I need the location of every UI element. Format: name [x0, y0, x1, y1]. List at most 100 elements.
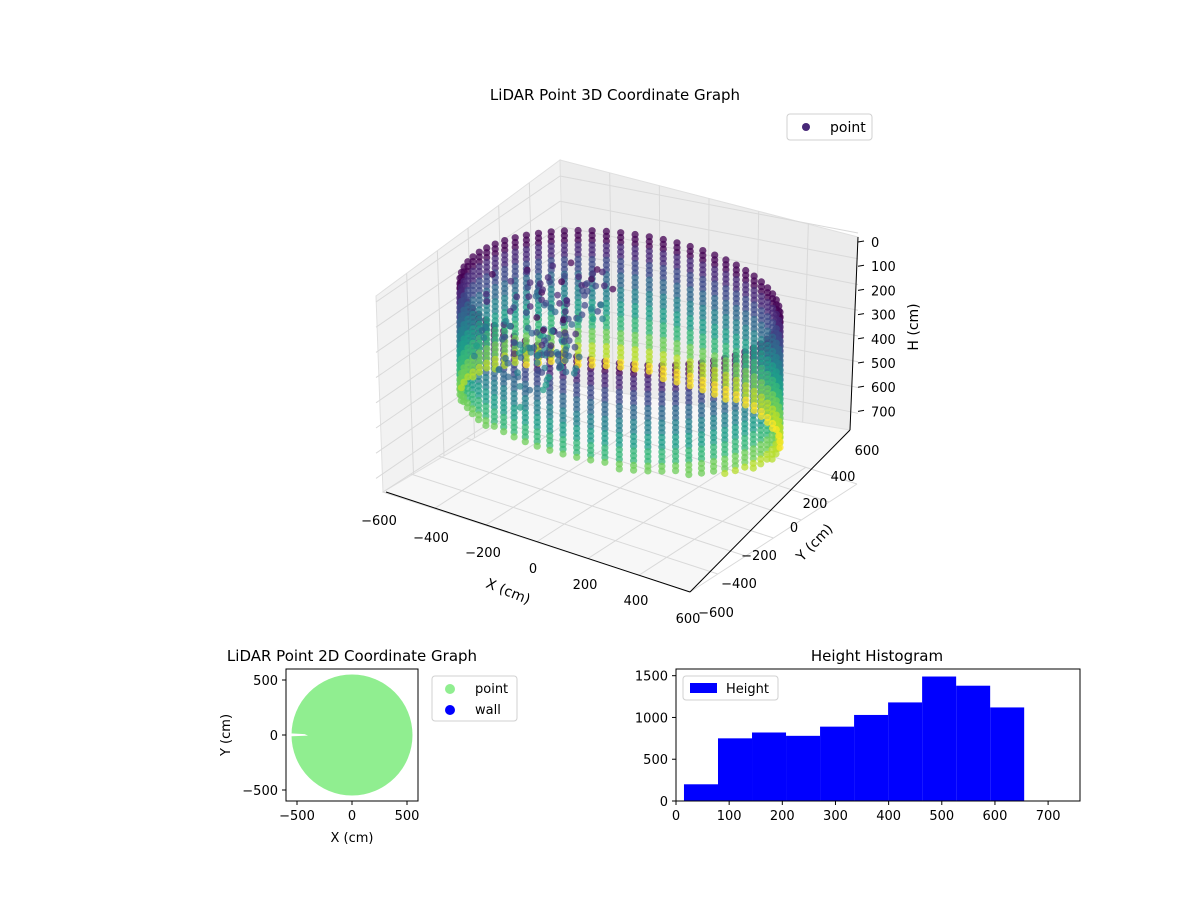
point-marker	[469, 373, 477, 381]
point-marker	[540, 326, 547, 334]
point-marker	[457, 396, 465, 404]
y-tick-label: 200	[803, 497, 828, 512]
chart-hist: Height Histogram 0 100 200 300 400 500 600 7000…	[635, 647, 1081, 824]
point-marker	[601, 282, 608, 290]
y-tick-label: 1000	[635, 711, 668, 726]
point-marker	[514, 369, 521, 376]
point-marker	[741, 463, 749, 471]
point-marker	[710, 467, 718, 475]
point-marker	[473, 342, 480, 350]
point-marker	[542, 299, 550, 307]
point-marker	[464, 373, 472, 381]
point-marker	[581, 301, 589, 309]
x-tick-label: 400	[624, 594, 649, 609]
point-marker	[513, 293, 521, 301]
point-marker	[523, 309, 530, 316]
x-tick-label: −400	[413, 531, 449, 546]
point-marker	[543, 350, 551, 357]
point-marker	[559, 450, 567, 458]
point-marker	[482, 290, 490, 298]
legend-marker-wall	[445, 705, 455, 715]
point-marker	[526, 386, 534, 394]
point-marker	[699, 386, 707, 394]
grid-line	[559, 276, 859, 337]
grid-line	[410, 473, 718, 575]
point-marker	[772, 450, 780, 458]
point-marker	[587, 305, 595, 313]
point-marker	[495, 365, 503, 373]
hist-bar	[956, 685, 991, 801]
point-marker	[468, 410, 476, 418]
point-marker	[588, 361, 596, 369]
point-marker	[567, 259, 575, 267]
point-marker	[532, 292, 540, 300]
hist-bar	[683, 784, 718, 801]
legend-marker-point	[802, 123, 810, 131]
z-tick-label: 400	[871, 333, 896, 348]
chart-hist-bars	[683, 676, 1025, 801]
z-tick	[857, 385, 865, 388]
chart-3d: LiDAR Point 3D Coordinate Graph −600 −400…	[361, 86, 922, 627]
x-tick-label: 600	[983, 809, 1008, 824]
point-marker	[732, 395, 740, 404]
x-tick-label: 300	[823, 809, 848, 824]
chart-2d-xlabel: X (cm)	[331, 831, 374, 846]
hist-bar	[820, 726, 855, 801]
point-marker	[457, 384, 465, 392]
hist-bar	[752, 732, 787, 801]
point-marker	[547, 357, 555, 365]
point-marker	[533, 359, 541, 367]
legend-marker-point	[445, 684, 455, 694]
point-marker	[615, 465, 623, 473]
point-marker	[533, 442, 541, 450]
point-marker	[546, 446, 554, 454]
legend-label-point: point	[830, 120, 866, 136]
y-tick-label: 0	[270, 729, 278, 744]
x-tick-label: 0	[672, 809, 680, 824]
point-marker	[511, 358, 519, 367]
point-marker	[500, 428, 508, 436]
point-marker	[502, 354, 509, 362]
point-marker	[548, 327, 556, 335]
point-marker	[572, 330, 580, 338]
chart-3d-points	[456, 226, 784, 479]
point-marker	[609, 285, 617, 293]
hist-bar	[990, 707, 1025, 801]
point-marker	[561, 356, 569, 364]
point-marker	[565, 315, 572, 323]
point-marker	[764, 418, 772, 426]
point-marker	[587, 456, 595, 464]
point-marker	[731, 467, 739, 475]
z-tick	[857, 361, 865, 364]
point-marker	[556, 300, 563, 307]
point-marker	[555, 357, 562, 365]
hist-bar	[786, 735, 821, 801]
point-marker	[536, 280, 544, 288]
point-marker	[560, 316, 567, 324]
point-marker	[506, 307, 514, 315]
point-marker	[763, 455, 771, 463]
z-tick	[857, 313, 865, 316]
point-marker	[593, 266, 601, 273]
point-marker	[523, 268, 530, 275]
x-tick-label: 600	[676, 612, 701, 627]
x-tick-label: −600	[361, 514, 397, 529]
hist-bar	[888, 702, 923, 801]
y-tick-label: −500	[242, 784, 278, 799]
point-marker	[749, 464, 757, 472]
point-marker	[522, 361, 531, 369]
point-marker	[583, 280, 591, 287]
point-marker	[575, 273, 583, 281]
point-marker	[672, 467, 680, 475]
point-marker	[722, 395, 730, 403]
point-marker	[768, 455, 776, 463]
point-marker	[594, 308, 602, 315]
chart-2d-points	[286, 674, 413, 796]
point-marker	[563, 297, 570, 304]
point-marker	[554, 351, 562, 358]
point-marker	[510, 433, 518, 441]
y-tick-label: 0	[660, 795, 668, 810]
point-marker	[482, 421, 490, 430]
point-marker	[534, 351, 542, 359]
point-marker	[588, 275, 595, 283]
